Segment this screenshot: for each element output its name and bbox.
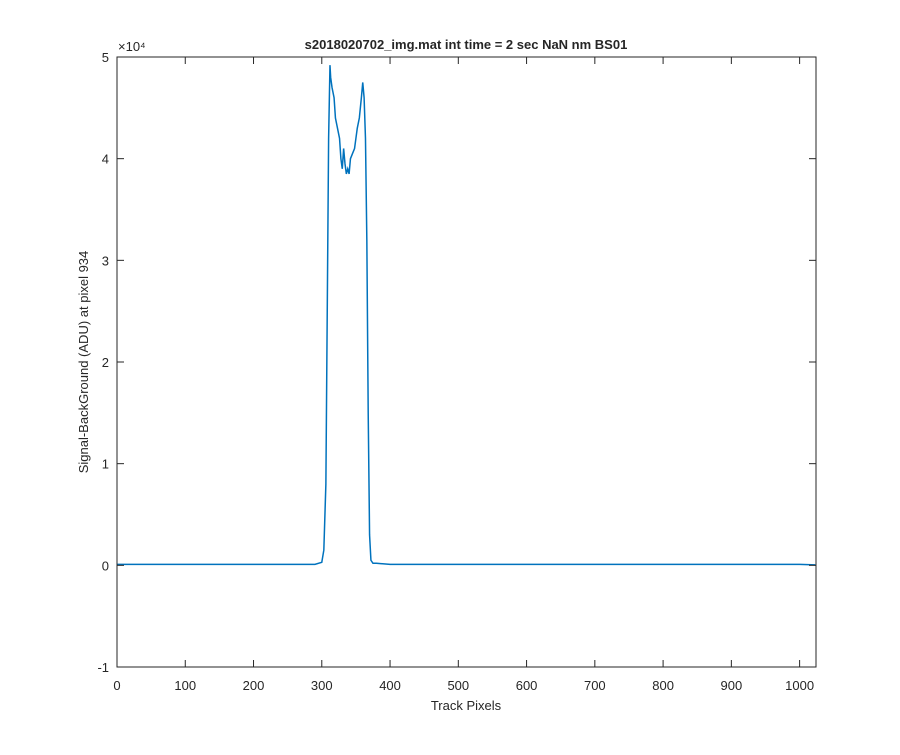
y-tick-label: 1	[102, 457, 109, 472]
plot-frame	[116, 56, 817, 668]
y-tick-label: 3	[102, 253, 109, 268]
y-tick-label: 5	[102, 50, 109, 65]
x-tick-label: 300	[311, 678, 333, 693]
y-axis-label: Signal-BackGround (ADU) at pixel 934	[76, 251, 91, 474]
y-tick-label: 2	[102, 355, 109, 370]
data-line	[117, 65, 816, 566]
x-tick-label: 900	[721, 678, 743, 693]
x-axis-label: Track Pixels	[431, 698, 502, 713]
x-tick-label: 200	[243, 678, 265, 693]
x-tick-label: 1000	[785, 678, 814, 693]
y-tick-label: 4	[102, 152, 109, 167]
x-tick-label: 600	[516, 678, 538, 693]
chart-title: s2018020702_img.mat int time = 2 sec NaN…	[305, 37, 628, 52]
x-tick-label: 0	[113, 678, 120, 693]
x-tick-label: 500	[447, 678, 469, 693]
y-tick-label: 0	[102, 558, 109, 573]
y-tick-label: -1	[97, 660, 109, 675]
x-tick-label: 400	[379, 678, 401, 693]
y-multiplier: ×10⁴	[118, 39, 146, 54]
x-tick-label: 100	[174, 678, 196, 693]
x-tick-label: 800	[652, 678, 674, 693]
x-tick-label: 700	[584, 678, 606, 693]
